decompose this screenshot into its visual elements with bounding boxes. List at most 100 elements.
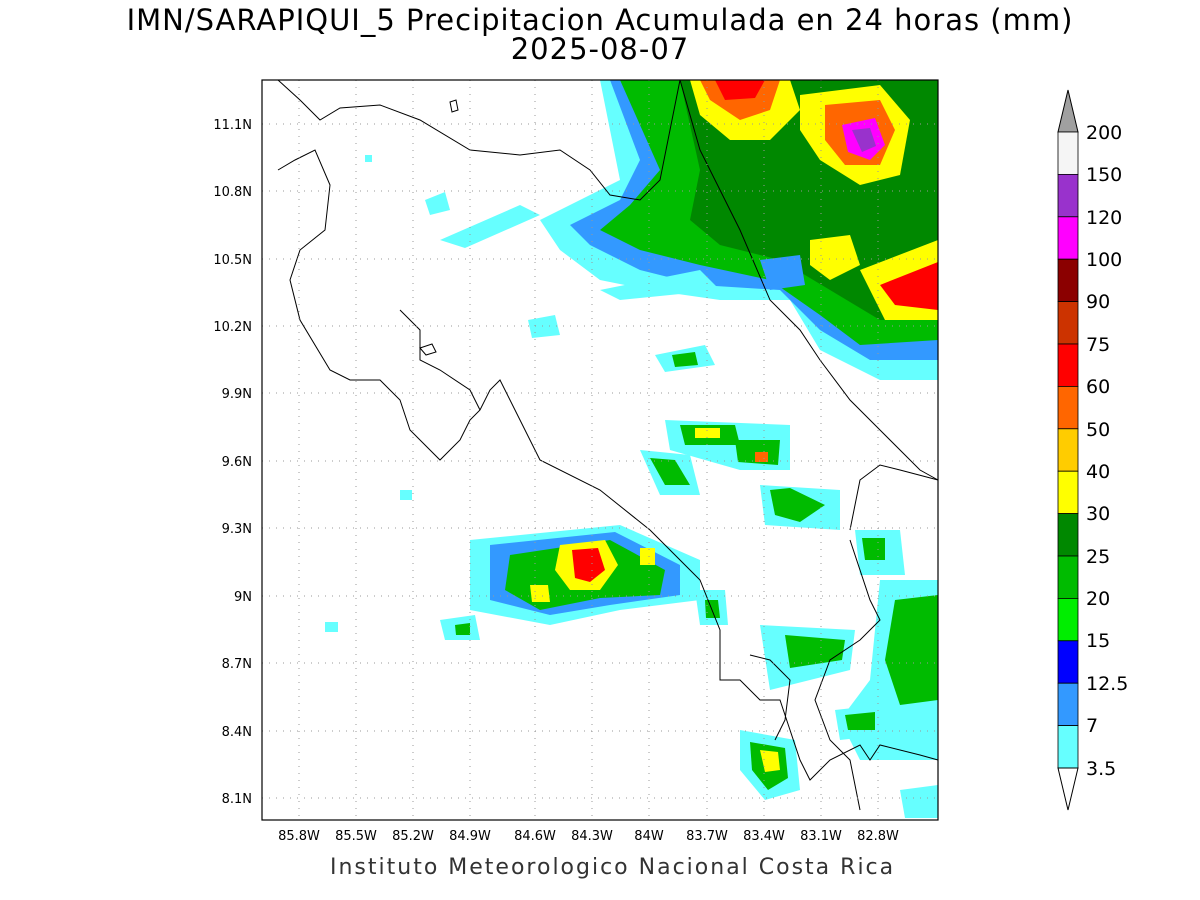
x-tick-label: 84W xyxy=(634,829,664,844)
colorbar-label: 25 xyxy=(1086,546,1110,568)
colorbar-label: 120 xyxy=(1086,207,1122,229)
precip-cluster-s-red xyxy=(572,548,605,582)
precip-cell-misc2 xyxy=(325,622,338,632)
precip-streak-2 xyxy=(425,192,450,215)
x-tick-label: 83.4W xyxy=(743,829,785,844)
colorbar-swatch xyxy=(1057,173,1079,218)
map-title: IMN/SARAPIQUI_5 Precipitacion Acumulada … xyxy=(126,3,1074,37)
osa-peninsula-line xyxy=(749,654,791,741)
x-tick-label: 85.8W xyxy=(278,829,320,844)
y-tick-label: 10.5N xyxy=(213,253,252,268)
precip-shading xyxy=(325,80,938,818)
colorbar-swatch xyxy=(1057,343,1079,387)
panama-border-line xyxy=(849,464,939,531)
precip-area-ne-red1 xyxy=(715,80,765,100)
x-axis-labels: 85.8W 85.5W 85.2W 84.9W 84.6W 84.3W 84W … xyxy=(278,829,899,844)
colorbar-swatch xyxy=(1057,470,1079,515)
map-frame xyxy=(261,79,939,821)
colorbar-swatch xyxy=(1057,640,1079,684)
x-tick-label: 84.3W xyxy=(571,829,613,844)
colorbar-label: 12.5 xyxy=(1086,673,1128,695)
nicoya-coast-line xyxy=(399,309,481,411)
footer-credit: Instituto Meteorologico Nacional Costa R… xyxy=(330,855,896,880)
precip-cell-osa2 xyxy=(705,600,720,618)
precip-cluster-w2 xyxy=(455,623,470,635)
precip-cell-c3b xyxy=(755,452,768,462)
precip-cell-c4b xyxy=(650,458,690,485)
precip-streak-3 xyxy=(600,270,720,300)
x-tick-label: 85.5W xyxy=(335,829,377,844)
colorbar-label: 60 xyxy=(1086,376,1110,398)
y-tick-label: 11.1N xyxy=(213,118,252,133)
y-tick-label: 9N xyxy=(234,590,252,605)
y-tick-label: 8.1N xyxy=(222,792,252,807)
precip-area-ne-red2 xyxy=(880,262,938,310)
colorbar-label: 75 xyxy=(1086,334,1110,356)
colorbar-swatch xyxy=(1057,682,1079,727)
precip-area-ne-blue-patch xyxy=(760,255,805,290)
colorbar-label: 100 xyxy=(1086,249,1122,271)
colorbar-swatch xyxy=(1057,428,1079,472)
colorbar-swatch xyxy=(1057,385,1079,430)
coastlines xyxy=(277,79,939,811)
colorbar-swatch xyxy=(1057,216,1079,260)
colorbar-label: 90 xyxy=(1086,291,1110,313)
precip-area-ne-yellow4 xyxy=(810,235,860,280)
y-tick-label: 8.4N xyxy=(222,725,252,740)
x-tick-label: 83.1W xyxy=(800,829,842,844)
colorbar-swatch xyxy=(1057,598,1079,642)
y-tick-label: 9.3N xyxy=(222,522,252,537)
precip-cell-misc4 xyxy=(900,785,938,818)
colorbar-swatch xyxy=(1057,513,1079,557)
colorbar-under-triangle xyxy=(1057,767,1079,811)
x-tick-label: 85.2W xyxy=(392,829,434,844)
x-tick-label: 82.8W xyxy=(857,829,899,844)
precip-cell-se5b xyxy=(845,712,875,730)
precip-cluster-s-y2 xyxy=(530,585,550,602)
colorbar-label: 3.5 xyxy=(1086,758,1116,780)
precip-streak-4 xyxy=(528,315,560,338)
x-tick-label: 84.9W xyxy=(449,829,491,844)
lat-lon-grid xyxy=(262,80,938,820)
y-tick-label: 10.2N xyxy=(213,320,252,335)
colorbar-label: 200 xyxy=(1086,122,1122,144)
caribbean-coast-line xyxy=(679,79,939,481)
precip-cell-misc1 xyxy=(365,155,372,162)
colorbar-swatch xyxy=(1057,258,1079,303)
colorbar-label: 30 xyxy=(1086,503,1110,525)
precip-cell-se1c xyxy=(760,750,780,772)
x-tick-label: 84.6W xyxy=(514,829,556,844)
precip-cluster-s-y3 xyxy=(640,548,655,565)
precip-cell-misc3 xyxy=(400,490,412,500)
colorbar-swatch xyxy=(1057,555,1079,599)
y-axis-labels: 11.1N 10.8N 10.5N 10.2N 9.9N 9.6N 9.3N 9… xyxy=(213,118,252,807)
x-tick-label: 83.7W xyxy=(686,829,728,844)
precip-area-ne-purple xyxy=(852,128,876,152)
colorbar-labels: 200 150 120 100 90 75 60 50 40 30 25 20 … xyxy=(1086,122,1128,780)
colorbar-label: 50 xyxy=(1086,419,1110,441)
precip-cell-se2b xyxy=(862,538,885,560)
panama-border-south xyxy=(814,539,881,811)
colorbar-swatch xyxy=(1057,301,1079,345)
y-tick-label: 10.8N xyxy=(213,185,252,200)
precip-streak-1 xyxy=(440,205,540,248)
y-tick-label: 9.6N xyxy=(222,455,252,470)
nicaragua-border-line xyxy=(277,79,681,201)
colorbar-label: 40 xyxy=(1086,461,1110,483)
y-tick-label: 9.9N xyxy=(222,387,252,402)
colorbar-label: 15 xyxy=(1086,630,1110,652)
precip-cell-c1b xyxy=(672,352,698,367)
map-date: 2025-08-07 xyxy=(510,32,690,66)
colorbar-label: 20 xyxy=(1086,588,1110,610)
colorbar-swatch xyxy=(1057,131,1079,175)
y-tick-label: 8.7N xyxy=(222,657,252,672)
colorbar-boxes xyxy=(1057,131,1079,769)
colorbar-label: 150 xyxy=(1086,164,1122,186)
colorbar: 200 150 120 100 90 75 60 50 40 30 25 20 … xyxy=(1057,89,1128,811)
precip-cell-c2c xyxy=(695,428,720,438)
pacific-coast-line xyxy=(277,149,939,781)
island-1 xyxy=(449,99,459,113)
precip-cell-se3b xyxy=(885,595,938,705)
island-2 xyxy=(419,343,437,356)
